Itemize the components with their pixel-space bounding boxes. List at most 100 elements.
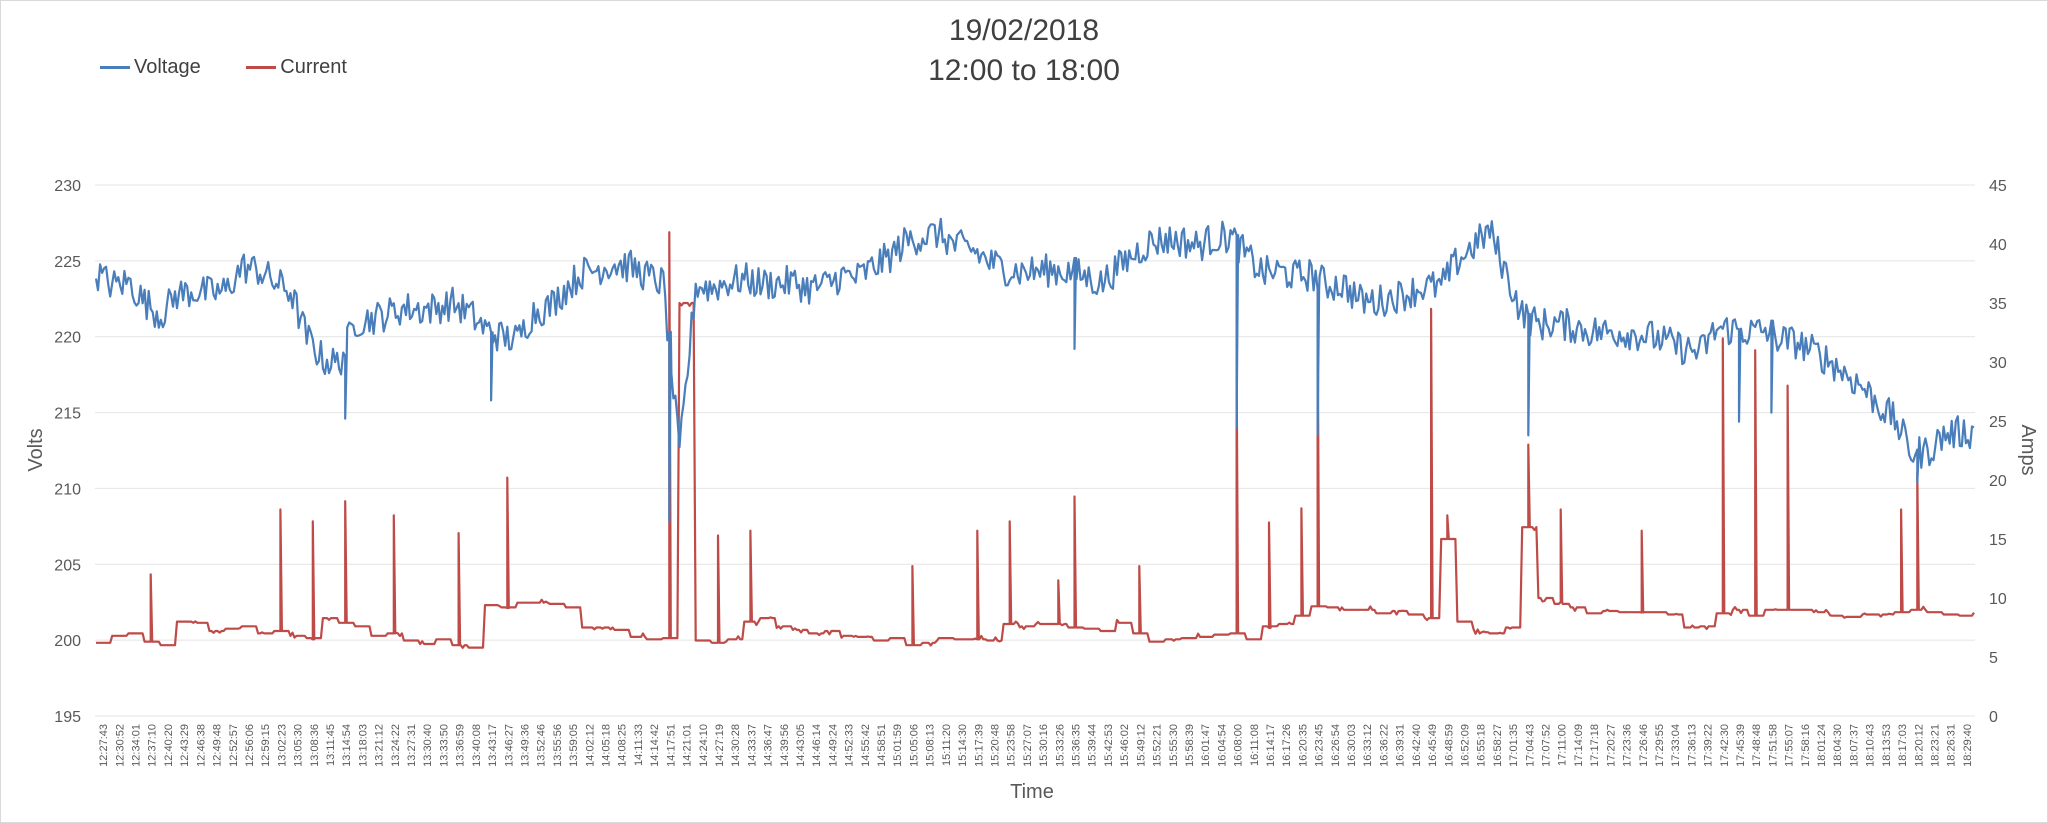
y2-tick-label: 10 — [1989, 591, 2007, 608]
x-tick-label: 14:58:51 — [876, 724, 888, 767]
y2-tick-label: 5 — [1989, 650, 1998, 667]
legend-label-voltage: Voltage — [134, 56, 201, 78]
y-axis-left: 195 200 205 210 215 220 225 230 — [54, 178, 81, 726]
x-tick-label: 12:37:10 — [147, 724, 159, 767]
x-tick-label: 13:40:08 — [471, 724, 483, 767]
x-tick-label: 13:46:27 — [503, 724, 515, 767]
x-tick-label: 13:08:36 — [309, 724, 321, 767]
x-tick-label: 17:11:00 — [1557, 724, 1569, 766]
x-tick-label: 17:26:46 — [1638, 724, 1650, 767]
x-tick-label: 16:20:35 — [1297, 724, 1309, 767]
x-tick-label: 13:18:03 — [357, 724, 369, 767]
x-tick-label: 12:34:01 — [131, 724, 143, 767]
x-tick-label: 13:24:22 — [390, 724, 402, 767]
x-tick-label: 14:46:14 — [811, 724, 823, 767]
x-tick-label: 17:39:22 — [1703, 724, 1715, 767]
x-tick-label: 16:39:31 — [1395, 724, 1407, 767]
x-tick-label: 13:05:30 — [293, 724, 305, 767]
x-tick-label: 16:14:17 — [1265, 724, 1277, 767]
x-tick-label: 12:43:29 — [179, 724, 191, 767]
x-tick-label: 14:21:01 — [682, 724, 694, 767]
series-line-current — [96, 231, 1975, 649]
x-tick-label: 17:58:16 — [1800, 724, 1812, 767]
y2-axis-title: Amps — [2017, 424, 2039, 475]
y-tick-label: 215 — [54, 406, 81, 423]
x-tick-label: 16:45:49 — [1427, 724, 1439, 767]
x-tick-label: 17:33:04 — [1670, 724, 1682, 767]
x-tick-label: 12:52:57 — [228, 724, 240, 767]
x-tick-label: 15:27:07 — [1022, 724, 1034, 767]
x-tick-label: 16:11:08 — [1249, 724, 1261, 766]
legend: Voltage Current — [100, 52, 387, 79]
x-tick-label: 15:55:30 — [1168, 724, 1180, 767]
x-tick-label: 13:59:05 — [568, 724, 580, 767]
x-tick-label: 15:17:39 — [973, 724, 985, 767]
x-tick-label: 13:02:23 — [276, 724, 288, 767]
x-tick-label: 12:40:20 — [163, 724, 175, 767]
x-tick-label: 18:13:53 — [1881, 724, 1893, 767]
x-tick-label: 15:49:12 — [1135, 724, 1147, 767]
x-tick-label: 16:26:54 — [1330, 724, 1342, 767]
x-tick-label: 15:42:53 — [1103, 724, 1115, 767]
y-tick-label: 230 — [54, 178, 81, 195]
x-tick-label: 13:43:17 — [487, 724, 499, 767]
y-tick-label: 220 — [54, 330, 81, 347]
x-tick-label: 16:30:03 — [1346, 724, 1358, 767]
y2-tick-label: 0 — [1989, 709, 1998, 726]
x-tick-label: 16:33:12 — [1362, 724, 1374, 767]
x-tick-label: 18:23:21 — [1929, 724, 1941, 767]
x-tick-label: 14:36:47 — [763, 724, 775, 767]
x-tick-label: 18:17:03 — [1897, 724, 1909, 767]
x-tick-label: 17:20:27 — [1605, 724, 1617, 767]
y-tick-label: 225 — [54, 254, 81, 271]
x-tick-label: 14:11:33 — [633, 724, 645, 766]
x-tick-label: 17:14:09 — [1573, 724, 1585, 767]
x-tick-label: 13:30:40 — [422, 724, 434, 767]
x-tick-label: 15:08:13 — [925, 724, 937, 767]
x-tick-label: 16:08:00 — [1233, 724, 1245, 767]
x-tick-label: 14:49:24 — [827, 724, 839, 767]
x-tick-label: 15:39:44 — [1087, 724, 1099, 767]
y2-tick-label: 15 — [1989, 532, 2007, 549]
x-tick-label: 13:49:36 — [519, 724, 531, 767]
y-tick-label: 200 — [54, 633, 81, 650]
x-tick-label: 15:30:16 — [1038, 724, 1050, 767]
x-tick-label: 16:23:45 — [1314, 724, 1326, 767]
x-tick-label: 14:08:25 — [617, 724, 629, 767]
x-tick-label: 13:36:59 — [455, 724, 467, 767]
x-tick-label: 14:30:28 — [730, 724, 742, 767]
x-tick-label: 13:55:56 — [552, 724, 564, 767]
x-tick-label: 12:56:06 — [244, 724, 256, 767]
x-tick-label: 15:33:26 — [1054, 724, 1066, 767]
x-tick-label: 17:51:58 — [1767, 724, 1779, 767]
y2-tick-label: 40 — [1989, 237, 2007, 254]
x-tick-label: 13:14:54 — [341, 724, 353, 767]
x-tick-label: 17:23:36 — [1622, 724, 1634, 767]
x-tick-label: 16:42:40 — [1411, 724, 1423, 767]
x-tick-label: 14:33:37 — [746, 724, 758, 767]
x-axis: 12:27:43 12:30:52 12:34:01 12:37:10 12:40:20… — [98, 724, 1974, 767]
x-tick-label: 16:58:27 — [1492, 724, 1504, 767]
x-tick-label: 17:45:39 — [1735, 724, 1747, 767]
x-tick-label: 15:46:02 — [1119, 724, 1131, 767]
x-tick-label: 14:17:51 — [665, 724, 677, 767]
x-tick-label: 18:04:30 — [1832, 724, 1844, 767]
legend-item-current: Current — [246, 56, 347, 79]
x-tick-label: 18:29:40 — [1962, 724, 1974, 767]
x-tick-label: 12:49:48 — [212, 724, 224, 767]
x-tick-label: 14:14:42 — [649, 724, 661, 767]
x-tick-label: 13:21:12 — [374, 724, 386, 767]
x-tick-label: 15:23:58 — [1006, 724, 1018, 767]
x-tick-label: 13:33:50 — [438, 724, 450, 767]
y-tick-label: 205 — [54, 557, 81, 574]
y2-tick-label: 25 — [1989, 414, 2007, 431]
x-tick-label: 16:17:26 — [1281, 724, 1293, 767]
x-tick-label: 16:04:54 — [1216, 724, 1228, 767]
series-current — [96, 231, 1975, 649]
legend-item-voltage: Voltage — [100, 56, 201, 79]
x-tick-label: 15:11:20 — [941, 724, 953, 766]
x-tick-label: 12:46:38 — [195, 724, 207, 767]
x-tick-label: 14:05:18 — [601, 724, 613, 767]
x-tick-label: 12:27:43 — [98, 724, 110, 767]
